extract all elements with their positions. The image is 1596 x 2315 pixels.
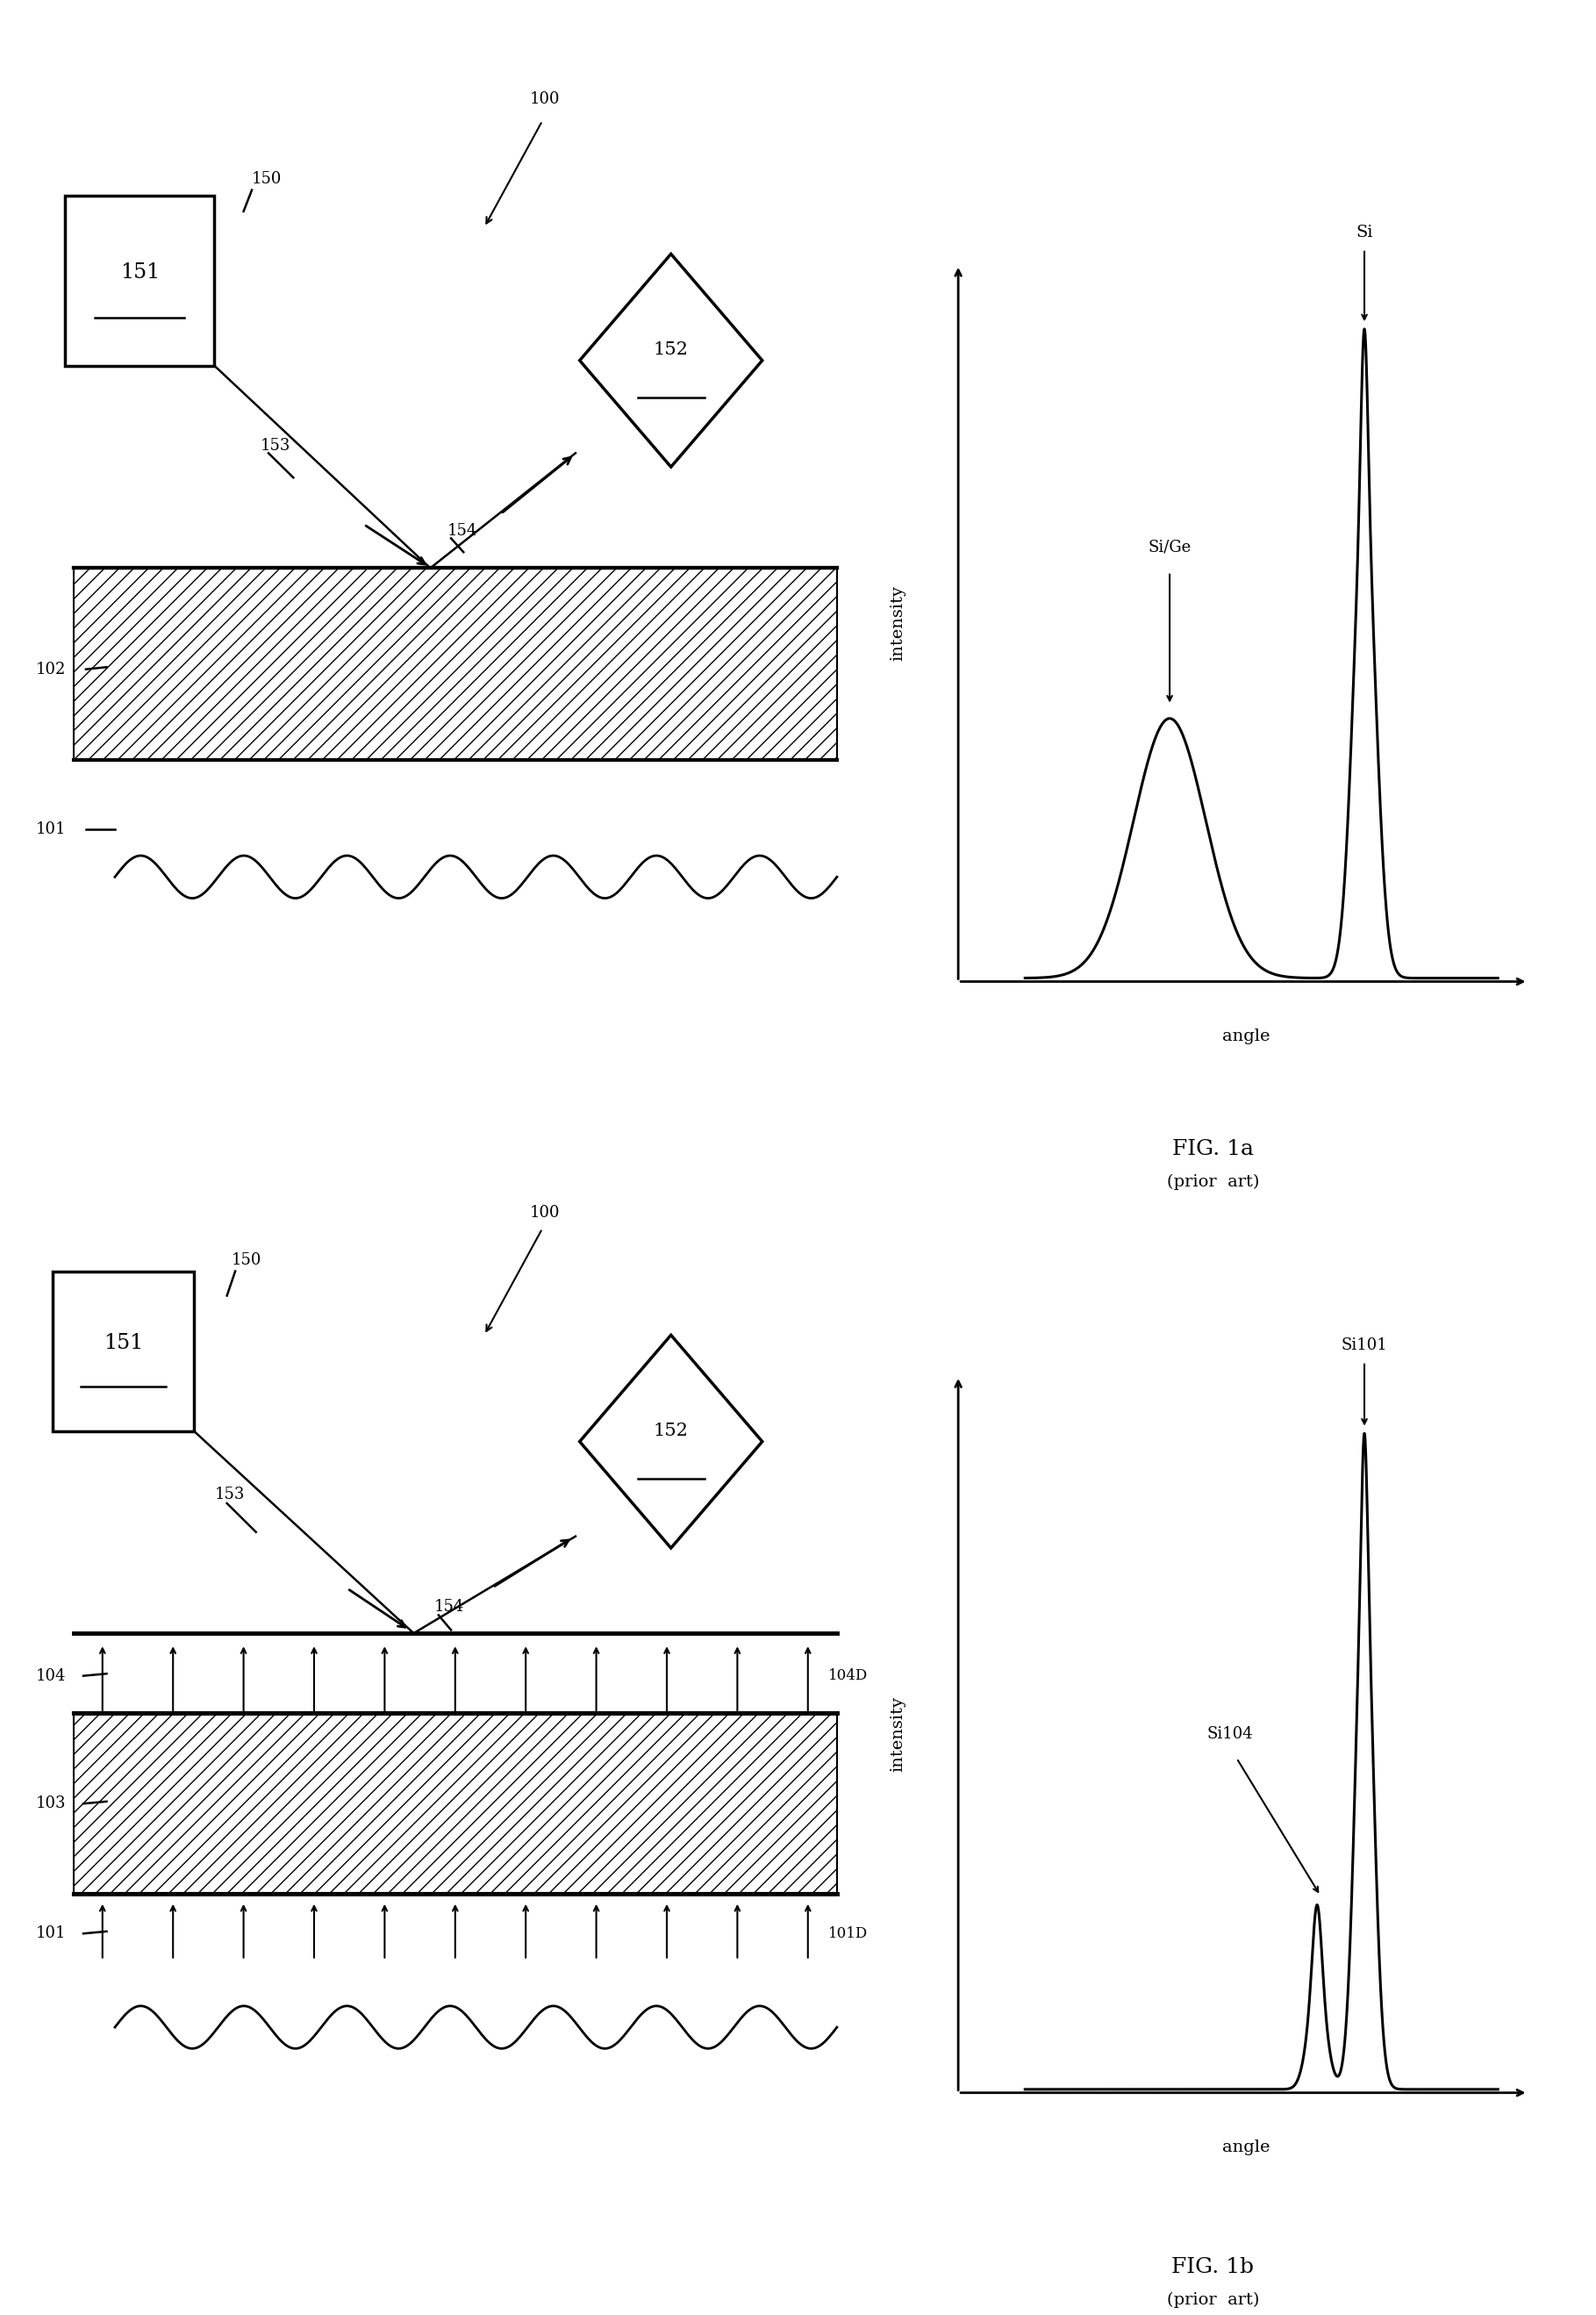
Text: 154: 154 xyxy=(434,1600,464,1614)
Text: angle: angle xyxy=(1223,1028,1270,1044)
Bar xyxy=(73,567,836,759)
Text: 104: 104 xyxy=(37,1667,65,1683)
Text: 150: 150 xyxy=(231,1252,262,1269)
Polygon shape xyxy=(579,1336,763,1549)
Bar xyxy=(65,194,214,366)
Text: 101: 101 xyxy=(37,822,67,838)
Text: Si104: Si104 xyxy=(1207,1725,1253,1741)
Text: 152: 152 xyxy=(653,1421,688,1440)
Text: 150: 150 xyxy=(252,171,282,188)
Text: Si101: Si101 xyxy=(1341,1338,1387,1354)
Text: intensity: intensity xyxy=(891,586,907,662)
Text: (prior  art): (prior art) xyxy=(1167,1174,1259,1190)
Text: 100: 100 xyxy=(530,1204,560,1220)
Text: 153: 153 xyxy=(260,438,290,454)
Text: 151: 151 xyxy=(120,262,160,282)
Text: FIG. 1b: FIG. 1b xyxy=(1171,2257,1254,2278)
Text: Si: Si xyxy=(1357,225,1373,241)
Text: 153: 153 xyxy=(214,1486,244,1502)
Text: 151: 151 xyxy=(104,1333,144,1354)
Text: 101: 101 xyxy=(37,1926,67,1942)
Text: angle: angle xyxy=(1223,2139,1270,2155)
Text: intensity: intensity xyxy=(891,1697,907,1773)
Text: (prior  art): (prior art) xyxy=(1167,2292,1259,2308)
Text: 101D: 101D xyxy=(828,1926,868,1940)
Text: 102: 102 xyxy=(37,662,65,678)
Text: 152: 152 xyxy=(653,340,688,359)
Text: 103: 103 xyxy=(37,1796,67,1813)
Bar xyxy=(53,1271,193,1431)
Polygon shape xyxy=(579,255,763,468)
Text: 100: 100 xyxy=(530,93,560,106)
Text: 104D: 104D xyxy=(828,1669,868,1683)
Text: 154: 154 xyxy=(447,523,477,539)
Text: FIG. 1a: FIG. 1a xyxy=(1171,1139,1254,1160)
Bar xyxy=(73,1713,836,1894)
Text: Si/Ge: Si/Ge xyxy=(1148,539,1191,556)
